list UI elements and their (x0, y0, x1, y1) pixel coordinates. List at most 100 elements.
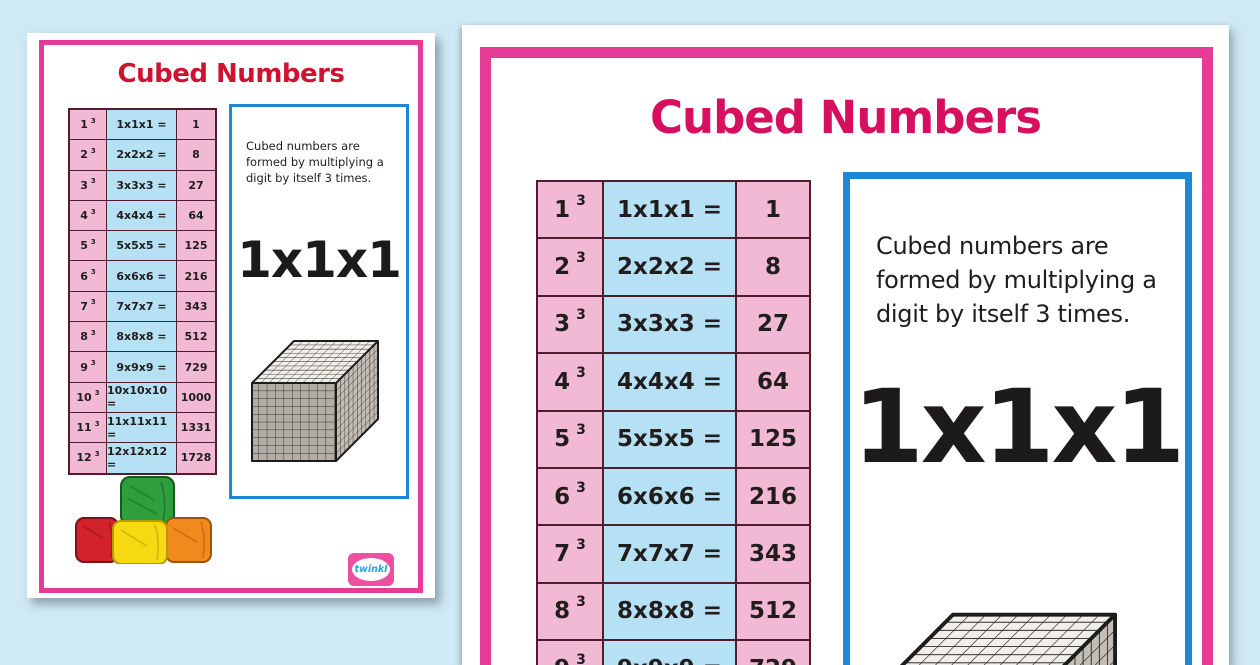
result-cell: 64 (177, 200, 215, 231)
exponent: 3 (90, 146, 96, 155)
base-cell: 11 3 (70, 412, 107, 443)
expression-cell: 2x2x2 = (604, 239, 737, 295)
expression-cell: 8x8x8 = (604, 583, 737, 640)
expression-cell: 4x4x4 = (604, 354, 737, 410)
result-cell: 125 (737, 411, 809, 467)
exponent: 3 (90, 268, 96, 277)
base-cell: 10 3 (70, 382, 107, 412)
exponent: 3 (576, 192, 586, 209)
expression-cell: 8x8x8 = (107, 322, 177, 352)
result-cell: 8 (737, 239, 809, 295)
result-cell: 1728 (177, 443, 215, 473)
exponent: 3 (94, 419, 100, 428)
info-box: Cubed numbers are formed by multiplying … (843, 172, 1192, 665)
expression-cell: 1x1x1 = (107, 110, 177, 140)
exponent: 3 (576, 537, 586, 554)
toy-blocks-illustration (75, 476, 212, 564)
expression-cell: 5x5x5 = (107, 231, 177, 261)
exponent: 3 (90, 177, 96, 186)
expression-cell: 6x6x6 = (107, 261, 177, 291)
info-box: Cubed numbers are formed by multiplying … (229, 104, 409, 499)
exponent: 3 (576, 594, 586, 611)
result-cell: 343 (177, 291, 215, 322)
thousand-cube-illustration (870, 612, 1117, 665)
result-cell: 512 (737, 583, 809, 640)
exponent: 3 (576, 364, 586, 381)
result-cell: 27 (177, 170, 215, 200)
exponent: 3 (90, 237, 96, 246)
result-cell: 64 (737, 354, 809, 410)
thousand-cube-illustration (251, 340, 379, 462)
big-expression: 1x1x1 (852, 368, 1186, 487)
exponent: 3 (94, 389, 100, 398)
table-row: 12 3 12x12x12 = 1728 (70, 443, 215, 473)
expression-cell: 5x5x5 = (604, 411, 737, 467)
exponent: 3 (90, 298, 96, 307)
table-row: 11 3 11x11x11 = 1331 (70, 412, 215, 444)
expression-cell: 3x3x3 = (107, 170, 177, 200)
base-cell: 93 (538, 641, 604, 665)
page-title: Cubed Numbers (650, 91, 1042, 144)
logo-wordmark: twinkl (354, 564, 388, 575)
logo-cloud-shape (352, 558, 390, 581)
description-text: Cubed numbers are formed by multiplying … (246, 139, 384, 185)
expression-cell: 4x4x4 = (107, 200, 177, 231)
exponent: 3 (90, 116, 96, 125)
expression-cell: 2x2x2 = (107, 140, 177, 170)
big-expression: 1x1x1 (237, 231, 402, 289)
expression-cell: 7x7x7 = (107, 291, 177, 322)
result-cell: 343 (737, 526, 809, 582)
result-cell: 729 (177, 352, 215, 382)
expression-cell: 3x3x3 = (604, 296, 737, 353)
twinkl-logo: twinkl (348, 553, 394, 586)
expression-cell: 9x9x9 = (604, 641, 737, 665)
result-cell: 216 (737, 468, 809, 525)
exponent: 3 (90, 207, 96, 216)
exponent: 3 (576, 651, 586, 665)
table-row: 93 9x9x9 = 729 (538, 641, 809, 665)
exponent: 3 (576, 479, 586, 496)
result-cell: 1331 (177, 412, 215, 443)
exponent: 3 (576, 422, 586, 439)
result-cell: 1000 (177, 382, 215, 412)
result-cell: 216 (177, 261, 215, 291)
exponent: 3 (576, 307, 586, 324)
result-cell: 729 (737, 641, 809, 665)
exponent: 3 (90, 328, 96, 337)
expression-cell: 10x10x10 = (107, 382, 177, 412)
result-cell: 1 (177, 110, 215, 140)
